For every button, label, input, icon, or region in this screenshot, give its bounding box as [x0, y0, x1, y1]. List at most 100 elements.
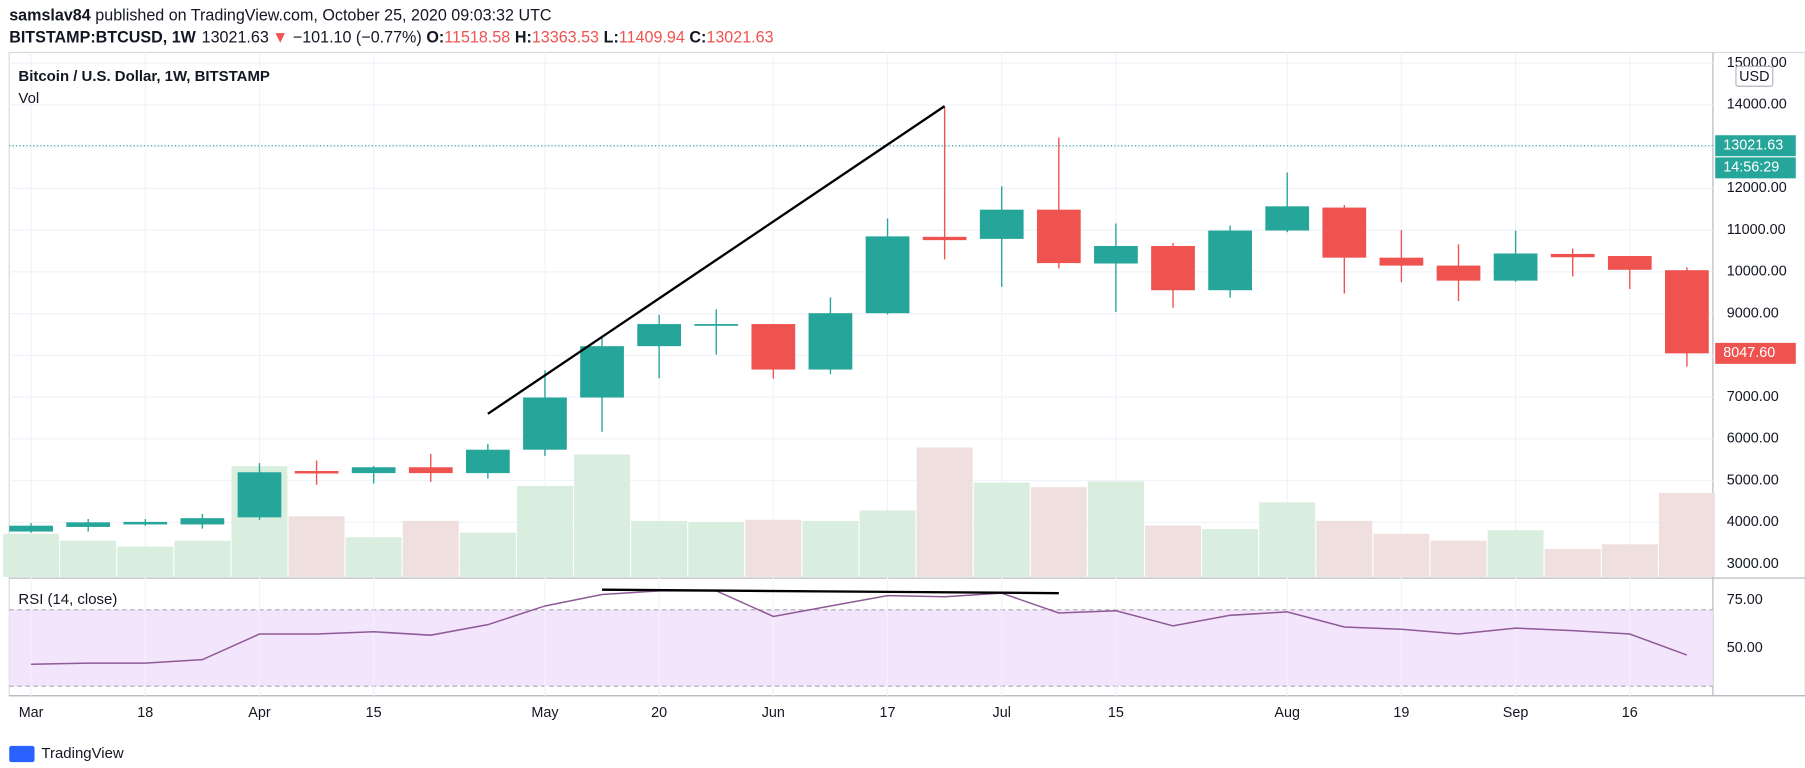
y-tick-label: 11000.00 [1727, 222, 1786, 238]
last-price-label: 13021.63 [1723, 138, 1783, 154]
candle-body [751, 324, 796, 370]
x-tick-label: Apr [248, 705, 271, 721]
candle-body [979, 209, 1024, 239]
symbol: BITSTAMP:BTCUSD, 1W [9, 29, 196, 47]
arrow: ▼ [272, 29, 288, 47]
volume-bar [859, 510, 916, 577]
volume-bar [1087, 481, 1144, 577]
rsi-tick-label: 75.00 [1727, 592, 1763, 608]
x-tick-label: Mar [19, 705, 44, 721]
candle-body [408, 467, 453, 474]
candle-body [1550, 253, 1595, 258]
plot: 3000.004000.005000.006000.007000.008000.… [3, 52, 1787, 721]
volume-bar [288, 516, 345, 577]
y-tick-label: 9000.00 [1727, 305, 1779, 321]
published: published on TradingView.com, October 25… [95, 7, 552, 25]
candle-body [1436, 265, 1481, 281]
volume-bar [174, 540, 231, 577]
volume-bar [1145, 525, 1201, 577]
x-tick-label: 18 [137, 705, 153, 721]
change: −101.10 (−0.77%) [293, 29, 422, 47]
candle-body [580, 346, 624, 398]
volume-bar [60, 540, 117, 577]
volume-bar [802, 520, 859, 577]
candle-body [1379, 257, 1424, 266]
volume-bar [1487, 530, 1544, 577]
volume-bar [1658, 492, 1715, 577]
volume-bar [631, 520, 688, 577]
candle-body [1265, 206, 1310, 231]
header-line: samslav84 published on TradingView.com, O… [9, 7, 552, 25]
y-tick-label: 3000.00 [1727, 556, 1779, 572]
candle-body [865, 236, 910, 314]
volume-bar [1430, 540, 1487, 577]
x-tick-label: Jul [993, 705, 1011, 721]
candle-body [637, 324, 682, 347]
close-price-label-box [1715, 342, 1796, 364]
low: 11409.94 [619, 29, 685, 47]
y-tick-label: 6000.00 [1727, 431, 1779, 447]
candle-body [1493, 253, 1538, 281]
countdown-label-box [1715, 157, 1796, 179]
rsi-line [31, 590, 1688, 665]
candle-body [465, 449, 510, 474]
volume-bar [1316, 520, 1373, 577]
volume-bar [1202, 529, 1259, 577]
volume-bar [916, 447, 973, 577]
o-label: O: [426, 29, 444, 47]
rsi-tick-label: 50.00 [1727, 640, 1763, 656]
c-label: C: [689, 29, 706, 47]
countdown-label: 14:56:29 [1723, 160, 1779, 176]
high: 13363.53 [532, 29, 599, 47]
y-tick-label: 5000.00 [1727, 472, 1779, 488]
candle-body [237, 472, 282, 518]
author: samslav84 [9, 7, 90, 25]
x-tick-label: Aug [1274, 705, 1300, 721]
x-tick-label: 15 [1108, 705, 1124, 721]
x-tick-label: May [531, 705, 559, 721]
close-price-label: 8047.60 [1723, 345, 1775, 361]
volume-bar [402, 520, 459, 577]
volume-bar [1259, 502, 1316, 577]
x-tick-label: 20 [651, 705, 667, 721]
y-tick-label: 14000.00 [1727, 97, 1787, 113]
volume-bar [688, 522, 745, 577]
volume-bar [574, 454, 631, 577]
last: 13021.63 [202, 29, 269, 47]
brand: TradingView [41, 745, 123, 762]
volume-bar [459, 532, 516, 577]
volume-bar [745, 519, 802, 577]
trend-line [602, 588, 1059, 595]
l-label: L: [604, 29, 619, 47]
h-label: H: [515, 29, 532, 47]
last-price-label-box [1715, 135, 1796, 157]
candle-body [1151, 245, 1195, 291]
x-tick-label: 15 [366, 705, 382, 721]
candle-body [1036, 209, 1081, 264]
x-tick-label: Sep [1503, 705, 1529, 721]
footer-logo: TradingView [9, 745, 124, 763]
x-tick-label: 17 [880, 705, 896, 721]
x-tick-label: 16 [1622, 705, 1638, 721]
volume-bar [1544, 548, 1601, 577]
volume-bar [516, 485, 573, 577]
currency-label: USD [1739, 69, 1769, 85]
ticker-line: BITSTAMP:BTCUSD, 1W 13021.63 ▼ −101.10 (−0.… [9, 29, 773, 47]
y-tick-label: 12000.00 [1727, 180, 1787, 196]
candle-body [1094, 245, 1138, 264]
chart-title: Bitcoin / U.S. Dollar, 1W, BITSTAMP [18, 68, 269, 85]
volume-bar [1601, 544, 1658, 577]
open: 11518.58 [444, 29, 510, 47]
candle-body [523, 397, 567, 450]
x-tick-label: 19 [1393, 705, 1409, 721]
candle-body [1607, 256, 1652, 270]
candle-body [1208, 230, 1252, 291]
candle-body [9, 525, 53, 532]
y-tick-label: 7000.00 [1727, 389, 1779, 405]
volume-bar [3, 533, 60, 577]
x-tick-label: Jun [762, 705, 785, 721]
candle-body [66, 522, 111, 527]
candle-body [1322, 207, 1367, 258]
